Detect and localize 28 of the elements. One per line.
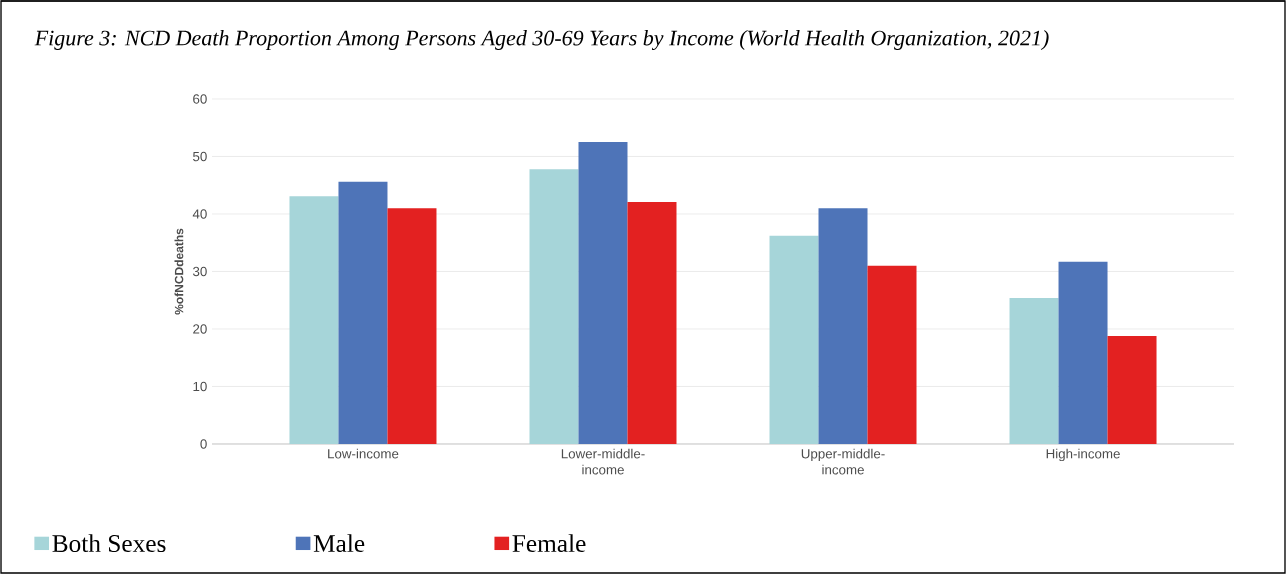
bar	[387, 208, 437, 444]
legend-label: Both Sexes	[52, 534, 166, 553]
y-tick-label: 10	[193, 381, 207, 392]
bar	[769, 235, 819, 444]
y-tick-label: 20	[193, 324, 207, 334]
bar	[289, 196, 339, 444]
x-tick-label: Low-income	[328, 448, 399, 459]
y-tick-label: 60	[193, 94, 207, 104]
bar	[1107, 335, 1157, 444]
bar	[529, 169, 579, 444]
y-tick-label: 50	[193, 151, 207, 162]
bar	[867, 265, 917, 444]
x-tick-label: High-income	[1046, 448, 1120, 462]
y-tick-label: 30	[192, 266, 207, 277]
bar	[627, 201, 677, 444]
legend-label: Male	[313, 534, 365, 553]
y-tick-label: 0	[200, 439, 207, 449]
x-tick-label: Lower-middle-income	[561, 448, 645, 475]
x-tick-label: Upper-middle-income	[801, 448, 885, 475]
bar	[1009, 297, 1059, 444]
bar	[1058, 261, 1108, 444]
bar	[818, 208, 868, 444]
y-tick-label: 40	[192, 209, 207, 219]
chart-title: Figure 3: NCD Death Proportion Among Persons Aged 30-69 Years by Income (World Health Organization, 2021)	[34, 29, 1049, 50]
bar	[578, 142, 628, 444]
legend-label: Female	[512, 534, 586, 553]
bar	[338, 181, 388, 444]
y-axis-title: %ofNCDdeaths	[174, 228, 184, 315]
